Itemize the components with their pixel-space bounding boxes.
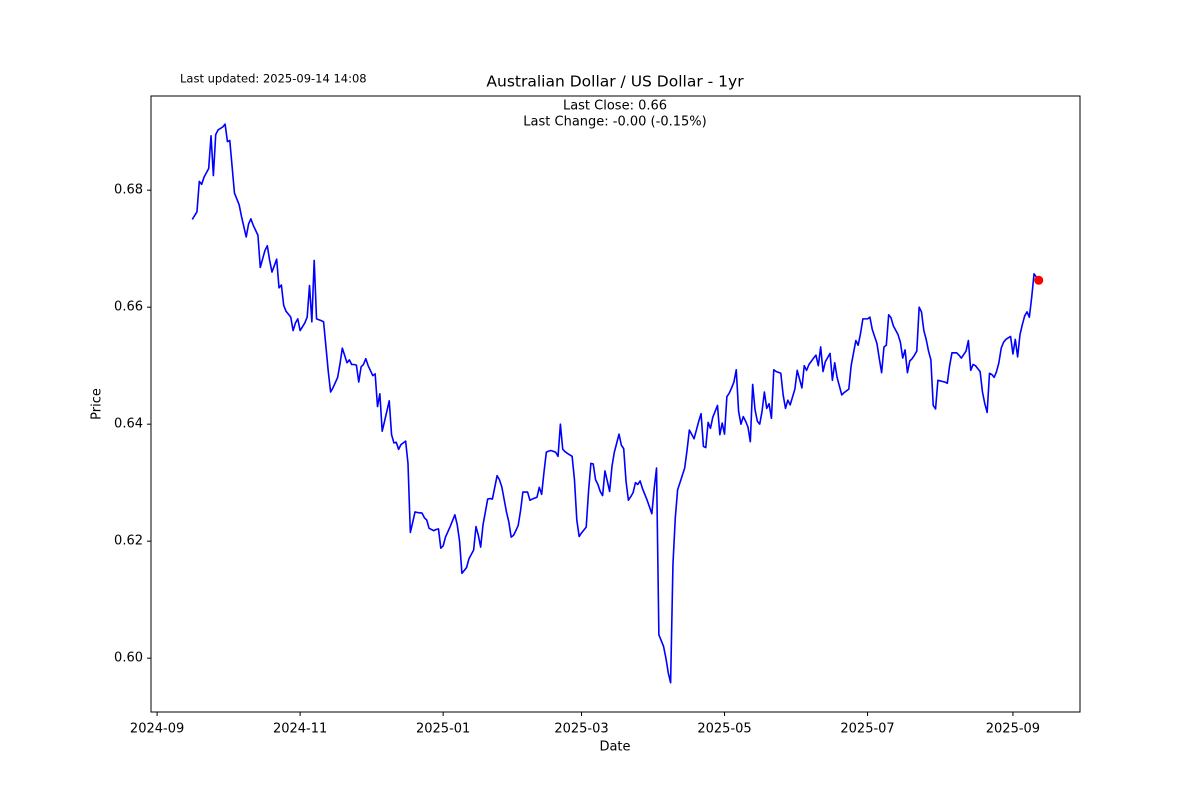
- plot-frame: [150, 95, 1081, 713]
- annotation: Last Change: -0.00 (-0.15%): [523, 115, 706, 130]
- last-point: [1034, 275, 1044, 285]
- y-tick-label: 0.66: [114, 300, 143, 315]
- x-tick-label: 2025-01: [416, 722, 470, 737]
- y-axis-label: Price: [90, 388, 105, 420]
- price-line: [191, 123, 1040, 684]
- y-tick-label: 0.68: [114, 183, 143, 198]
- y-tick-label: 0.62: [114, 534, 143, 549]
- y-tick-label: 0.64: [114, 417, 143, 432]
- x-axis-label: Date: [599, 740, 630, 755]
- y-tick-label: 0.60: [114, 651, 143, 666]
- x-tick-label: 2025-03: [554, 722, 608, 737]
- x-tick-label: 2025-09: [986, 722, 1040, 737]
- chart-title: Australian Dollar / US Dollar - 1yr: [486, 73, 744, 91]
- x-tick-label: 2024-09: [130, 722, 184, 737]
- x-tick-label: 2025-05: [697, 722, 751, 737]
- updated-note: Last updated: 2025-09-14 14:08: [180, 72, 367, 86]
- annotation: Last Close: 0.66: [563, 99, 667, 114]
- x-tick-label: 2024-11: [273, 722, 327, 737]
- x-tick-label: 2025-07: [840, 722, 894, 737]
